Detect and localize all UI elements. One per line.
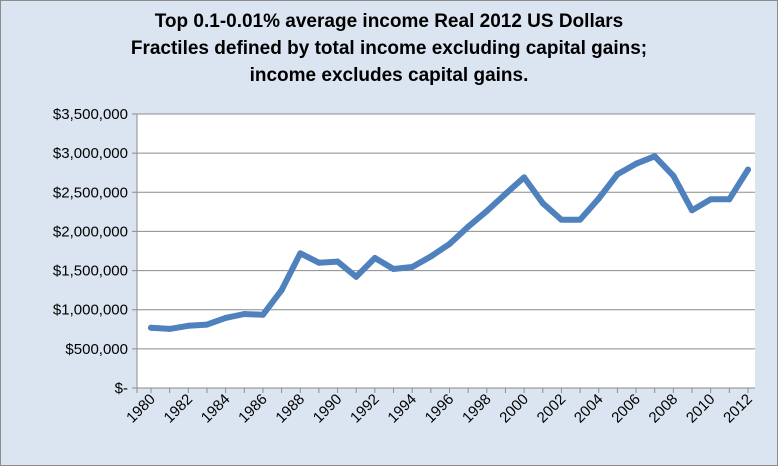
- data-point: [521, 174, 528, 181]
- data-point: [577, 216, 584, 223]
- data-point: [614, 171, 621, 178]
- data-point: [259, 311, 266, 318]
- data-point: [334, 258, 341, 265]
- x-tick-label: 2004: [571, 391, 607, 427]
- y-tick-label: $2,000,000: [53, 223, 128, 240]
- data-point: [651, 153, 658, 160]
- x-tick-label: 1990: [310, 391, 346, 427]
- x-tick-label: 1996: [422, 391, 458, 427]
- data-point: [446, 240, 453, 247]
- x-tick-label: 1998: [459, 391, 495, 427]
- data-point: [558, 216, 565, 223]
- data-point: [427, 253, 434, 260]
- x-tick-label: 1980: [123, 391, 159, 427]
- data-point: [745, 166, 751, 173]
- x-tick-label: 2000: [496, 391, 532, 427]
- x-tick-label: 1992: [347, 391, 383, 427]
- data-point: [465, 223, 472, 230]
- x-tick-label: 2006: [608, 391, 644, 427]
- x-tick-label: 2012: [720, 391, 756, 427]
- data-point: [278, 287, 285, 294]
- data-point: [166, 325, 173, 332]
- chart-title-line-3: income excludes capital gains.: [249, 65, 529, 86]
- data-point: [148, 324, 154, 331]
- x-tick-label: 1986: [235, 391, 271, 427]
- data-point: [203, 321, 210, 328]
- y-tick-label: $-: [115, 380, 128, 397]
- data-point: [390, 266, 397, 273]
- x-tick-label: 1988: [272, 391, 308, 427]
- y-tick-label: $3,500,000: [53, 106, 128, 123]
- x-tick-label: 1994: [384, 391, 420, 427]
- y-tick-label: $1,500,000: [53, 263, 128, 280]
- chart-title-line-1: Top 0.1-0.01% average income Real 2012 U…: [154, 11, 624, 32]
- x-axis: 1980 1982 1984 1986 1988 1990 1992 1994 1996 1998…: [123, 387, 756, 427]
- y-tick-label: $500,000: [65, 341, 128, 358]
- data-point: [371, 255, 378, 262]
- x-tick-label: 2008: [646, 391, 682, 427]
- data-point: [633, 160, 640, 167]
- data-point: [409, 264, 416, 271]
- y-tick-label: $2,500,000: [53, 184, 128, 201]
- data-point: [595, 195, 602, 202]
- chart-title: Top 0.1-0.01% average income Real 2012 U…: [0, 8, 778, 89]
- data-point: [539, 200, 546, 207]
- data-point: [502, 190, 509, 197]
- plot-area: [137, 114, 755, 388]
- y-tick-label: $1,000,000: [53, 302, 128, 319]
- data-point: [222, 314, 229, 321]
- x-tick-label: 1982: [161, 391, 197, 427]
- data-point: [241, 311, 248, 318]
- y-tick-label: $3,000,000: [53, 145, 128, 162]
- data-point: [185, 322, 192, 329]
- chart-title-line-2: Fractiles defined by total income exclud…: [130, 38, 648, 59]
- x-tick-label: 2010: [683, 391, 719, 427]
- data-point: [707, 196, 714, 203]
- data-point: [670, 172, 677, 179]
- data-point: [726, 196, 733, 203]
- data-point: [315, 259, 322, 266]
- data-point: [353, 273, 360, 280]
- data-point: [689, 207, 696, 214]
- x-tick-label: 2002: [534, 391, 570, 427]
- series-group: [148, 153, 751, 332]
- data-point: [483, 208, 490, 215]
- y-axis: $- $500,000 $1,000,000 $1,500,000 $2,000,000…: [53, 106, 138, 397]
- data-point: [297, 250, 304, 257]
- x-tick-label: 1984: [198, 391, 234, 427]
